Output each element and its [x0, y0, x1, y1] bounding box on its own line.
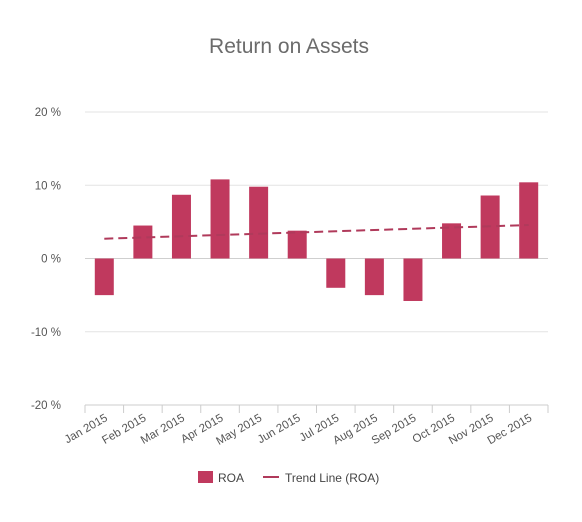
- bar-jan-2015[interactable]: [94, 258, 114, 296]
- bar-may-2015[interactable]: [249, 186, 269, 259]
- bar-jun-2015[interactable]: [287, 230, 307, 259]
- bar-apr-2015[interactable]: [210, 179, 230, 259]
- bar-sep-2015[interactable]: [403, 258, 423, 301]
- bar-jul-2015[interactable]: [326, 258, 346, 288]
- chart-title: Return on Assets: [209, 35, 369, 58]
- legend[interactable]: ROA Trend Line (ROA): [198, 471, 379, 485]
- y-tick-label: 10 %: [35, 180, 61, 192]
- x-tick-label: Sep 2015: [370, 412, 419, 447]
- x-tick-label: Dec 2015: [486, 412, 535, 447]
- y-tick-label: 20 %: [35, 107, 61, 119]
- bar-feb-2015[interactable]: [133, 225, 153, 259]
- bar-aug-2015[interactable]: [364, 258, 384, 296]
- legend-label-roa[interactable]: ROA: [218, 471, 244, 485]
- grid-lines: [85, 111, 548, 406]
- bar-dec-2015[interactable]: [519, 182, 539, 259]
- trend-line-path[interactable]: [104, 224, 529, 240]
- x-tick-label: Mar 2015: [139, 412, 187, 447]
- x-tick-label: Jun 2015: [256, 412, 303, 446]
- y-tick-label: -20 %: [31, 400, 61, 412]
- legend-label-trend[interactable]: Trend Line (ROA): [285, 471, 379, 485]
- trend-line: [104, 224, 529, 240]
- legend-swatch-roa: [198, 471, 213, 483]
- bar-oct-2015[interactable]: [442, 223, 462, 259]
- bars: [94, 179, 539, 301]
- y-tick-label: -10 %: [31, 327, 61, 339]
- y-axis: -20 % -10 % 0 % 10 % 20 %: [31, 107, 61, 412]
- bar-mar-2015[interactable]: [171, 194, 191, 259]
- y-tick-label: 0 %: [41, 254, 61, 266]
